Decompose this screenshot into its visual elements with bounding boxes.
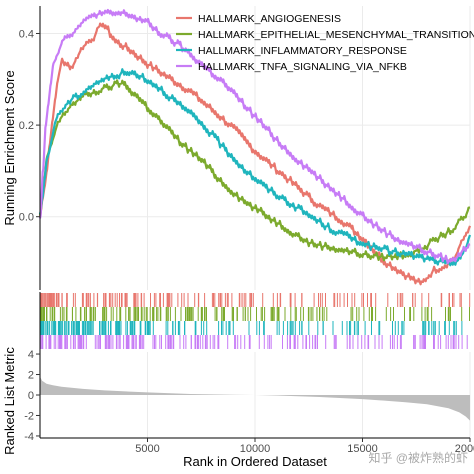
rm-y-tick-label: 0 <box>28 390 34 402</box>
legend-label: HALLMARK_ANGIOGENESIS <box>198 13 341 25</box>
rm-x-tick-label: 20000 <box>455 443 474 455</box>
ranked-list-metric-panel: 4 2 0 -2 -4 5000 10000 15000 20000 Ranked List Me… <box>2 347 474 469</box>
legend-label: HALLMARK_TNFA_SIGNALING_VIA_NFKB <box>198 61 407 73</box>
legend-label: HALLMARK_EPITHELIAL_MESENCHYMAL_TRANSITI… <box>198 29 474 41</box>
es-y-tick-label: 0.0 <box>19 212 34 224</box>
es-line-hallmark-inflammatory-response <box>38 68 472 267</box>
es-y-axis-label: Running Enrichment Score <box>2 70 17 225</box>
es-y-tick-label: 0.4 <box>19 28 34 40</box>
rm-x-tick-label: 15000 <box>347 443 378 455</box>
rm-y-tick-label: -4 <box>24 431 34 443</box>
rm-y-tick-label: 4 <box>28 349 34 361</box>
es-y-tick-label: 0.2 <box>19 120 34 132</box>
watermark-text: 知乎 @被炸熟的虾 <box>368 450 468 465</box>
rm-y-tick-label: -2 <box>24 410 34 422</box>
es-line-hallmark-tnfa-signaling-via-nfkb <box>38 8 471 265</box>
rm-x-tick-label: 5000 <box>135 443 159 455</box>
running-enrichment-score-panel: 0.0 0.2 0.4 Running Enrichment Score HALLMAR… <box>2 6 474 290</box>
legend-label: HALLMARK_INFLAMMATORY_RESPONSE <box>198 45 407 57</box>
rm-x-axis-label: Rank in Ordered Dataset <box>183 454 327 469</box>
rm-y-tick-label: 2 <box>28 370 34 382</box>
rm-x-tick-label: 10000 <box>240 443 271 455</box>
gene-hit-ticks-panel <box>39 292 471 352</box>
ranked-metric-area <box>40 376 470 421</box>
es-line-hallmark-angiogenesis <box>38 22 472 286</box>
rm-y-axis-label: Ranked List Metric <box>2 347 17 455</box>
